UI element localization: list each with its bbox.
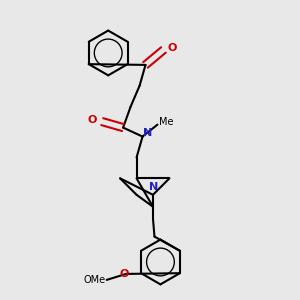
Text: O: O	[168, 44, 177, 53]
Text: O: O	[88, 115, 98, 125]
Text: N: N	[143, 128, 152, 138]
Text: O: O	[120, 269, 129, 279]
Text: OMe: OMe	[83, 275, 105, 285]
Text: N: N	[149, 182, 158, 192]
Text: Me: Me	[159, 117, 174, 127]
